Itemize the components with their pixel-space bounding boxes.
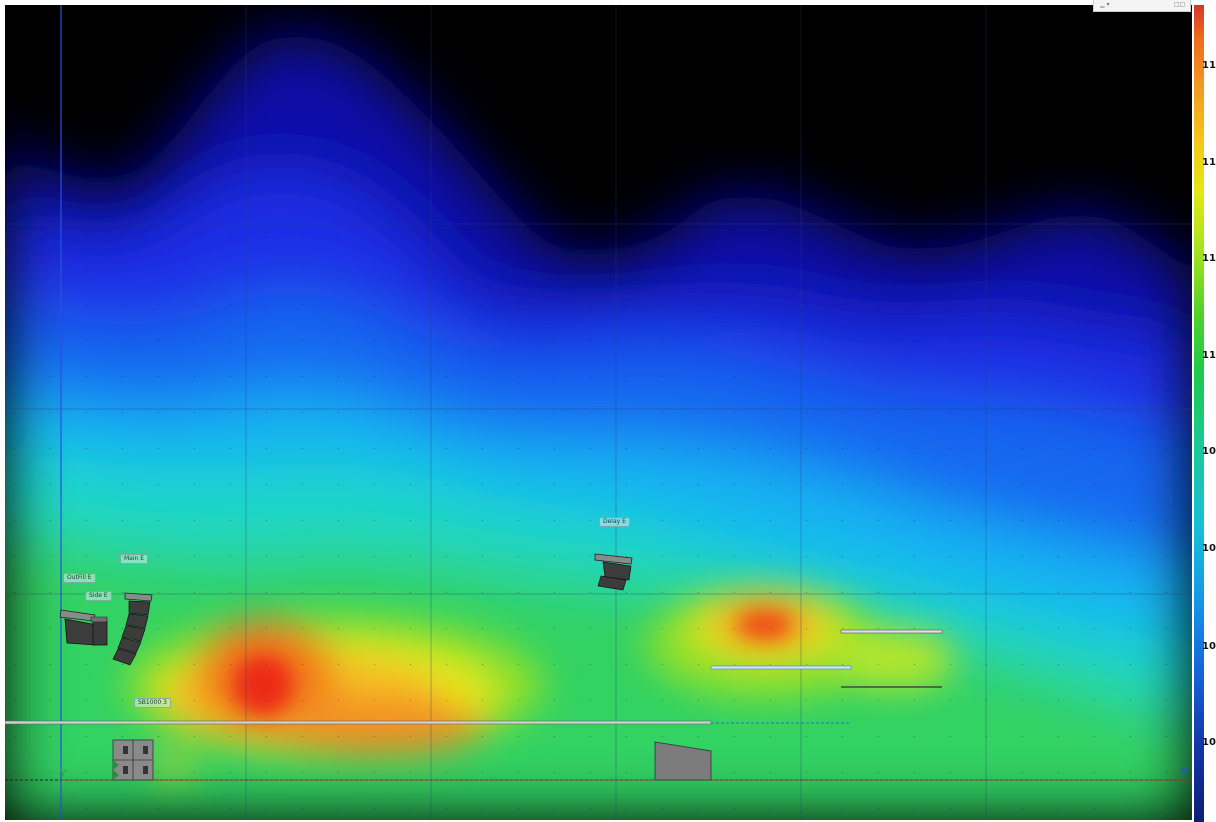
x-axis-marker: X [1181, 767, 1188, 777]
stage-block[interactable] [654, 741, 712, 781]
colorbar-tick: 107 [1202, 543, 1216, 554]
outfill-speaker[interactable] [59, 609, 108, 646]
colorbar-tick: 109 [1202, 446, 1216, 457]
colorbar-tick: 113 [1202, 253, 1216, 264]
y-axis-marker: Y [60, 769, 67, 779]
colorbar-gradient [1194, 5, 1204, 822]
spl-colorbar: 118 116 113 111 109 107 10 10 [1192, 5, 1216, 822]
listening-plane-balcony-1[interactable] [710, 665, 852, 670]
grid-lines [5, 5, 1192, 820]
spl-map-plot[interactable]: OutFill E Side E Main E Delay E SB1000 3… [5, 5, 1192, 820]
subwoofer-label[interactable]: SB1000 3 [134, 698, 171, 708]
delay-speaker[interactable] [594, 553, 633, 591]
colorbar-tick: 111 [1202, 350, 1216, 361]
delay-label[interactable]: Delay E [599, 517, 630, 527]
subwoofer-stack[interactable] [112, 739, 154, 781]
outfill-label[interactable]: OutFill E [63, 573, 96, 583]
colorbar-tick: 116 [1202, 157, 1216, 168]
colorbar-tick: 10 [1202, 641, 1216, 652]
listening-plane-floor[interactable] [5, 720, 712, 725]
colorbar-tick: 118 [1202, 60, 1216, 71]
spl-heatmap [5, 5, 1192, 820]
view-toolbar: ▁ ▾ □□ [1093, 0, 1191, 12]
minimize-icon[interactable]: ▁ ▾ [1100, 1, 1110, 8]
listening-plane-balcony-2[interactable] [840, 629, 943, 634]
restore-icon[interactable]: □□ [1174, 1, 1186, 8]
main-label[interactable]: Main E [120, 554, 149, 564]
side-label[interactable]: Side E [85, 591, 112, 601]
main-line-array[interactable] [112, 592, 153, 666]
colorbar-tick: 10 [1202, 737, 1216, 748]
